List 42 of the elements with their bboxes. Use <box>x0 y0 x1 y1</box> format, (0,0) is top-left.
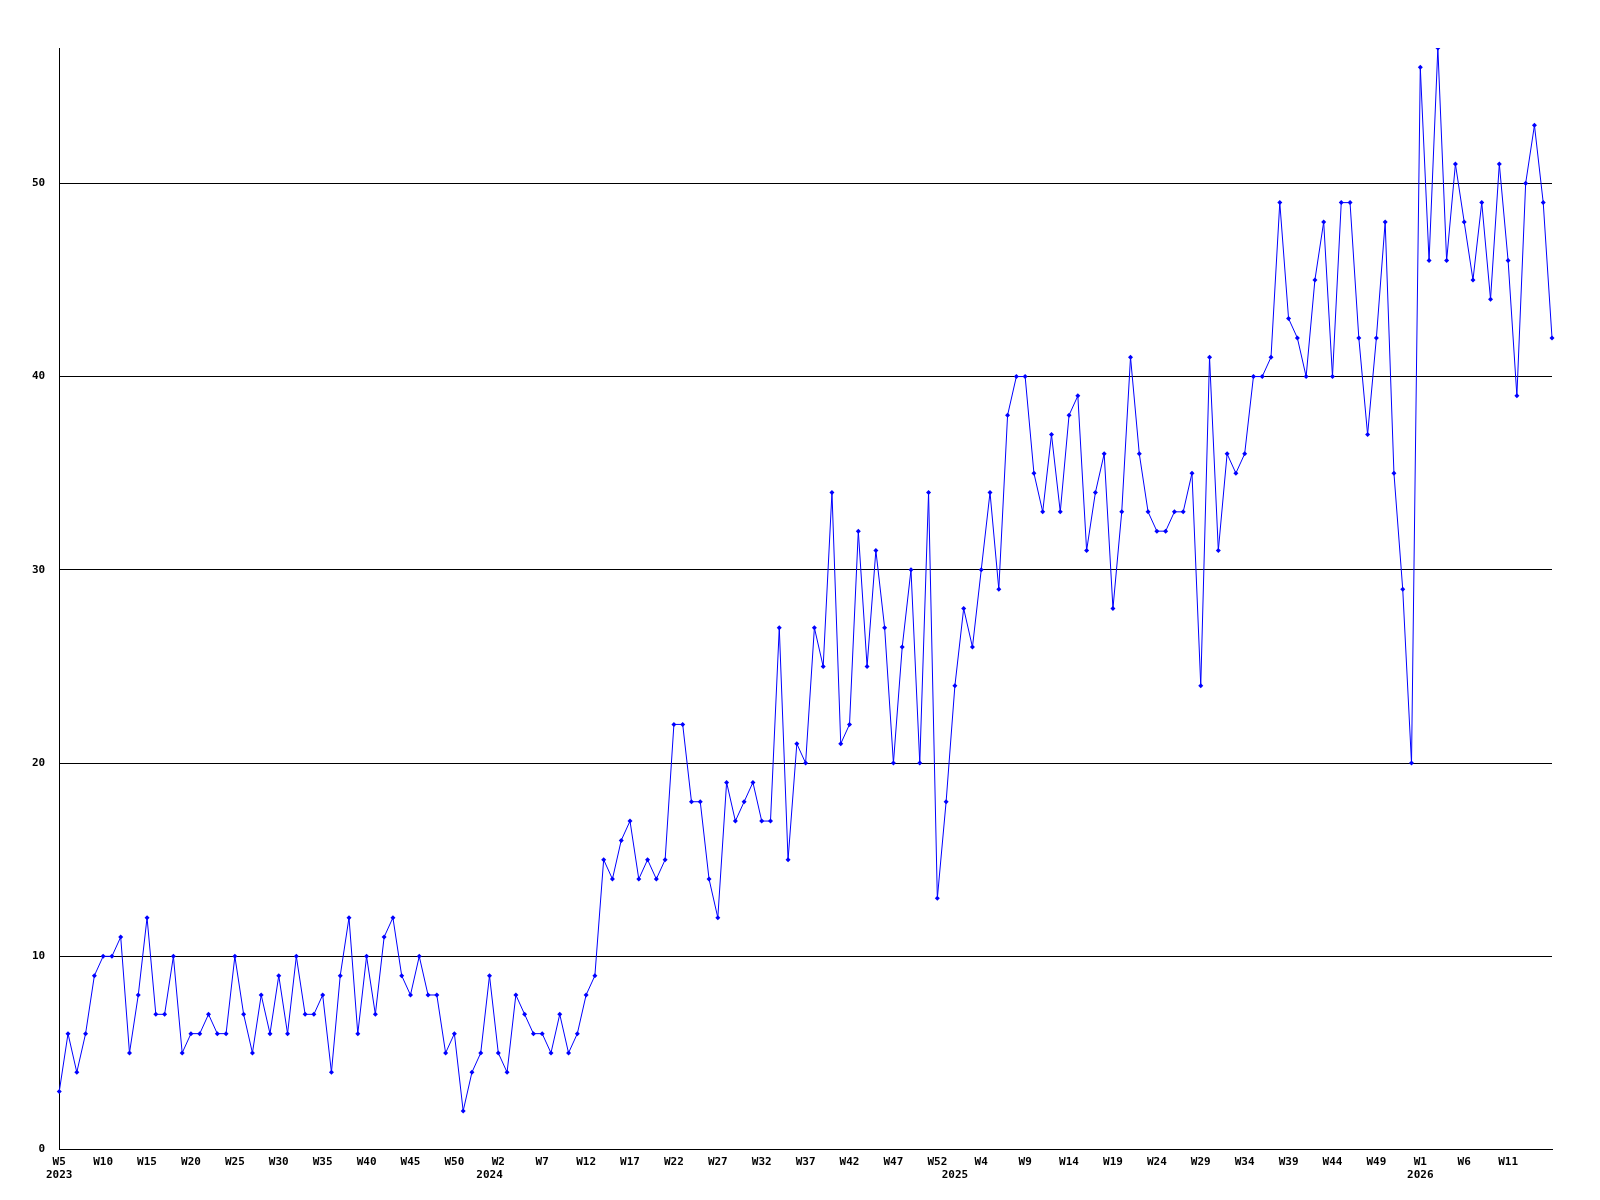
x-tick-label: W6 <box>1457 1155 1472 1169</box>
y-tick-label: 0 <box>38 1142 46 1156</box>
x-tick-label: W12 <box>576 1155 597 1169</box>
y-tick-label: 30 <box>32 562 46 576</box>
x-tick-label: W39 <box>1278 1155 1299 1169</box>
x-tick-label: W5 2023 <box>46 1155 73 1182</box>
y-tick-label: 10 <box>32 949 46 963</box>
x-tick-label: W14 <box>1059 1155 1080 1169</box>
x-tick-label: W35 <box>312 1155 333 1169</box>
x-tick-label: W1 2026 <box>1407 1155 1434 1182</box>
x-tick-label: W27 <box>707 1155 728 1169</box>
x-tick-label: W42 <box>839 1155 860 1169</box>
x-tick-label: W15 <box>137 1155 157 1169</box>
y-tick-label: 20 <box>32 755 46 769</box>
x-tick-label: W22 <box>663 1155 684 1169</box>
x-tick-label: W17 <box>620 1155 640 1169</box>
x-tick-label: W47 <box>883 1155 904 1169</box>
x-tick-label: W29 <box>1190 1155 1211 1169</box>
y-tick-label: 50 <box>32 176 46 190</box>
x-tick-label: W25 <box>224 1155 245 1169</box>
x-tick-label: W2 <box>491 1155 505 1169</box>
x-tick-label: W50 <box>444 1155 465 1169</box>
x-tick-label: W37 <box>795 1155 816 1169</box>
x-tick-label: 2024 <box>476 1168 504 1182</box>
x-tick-label: W4 <box>974 1155 989 1169</box>
x-tick-label: W45 <box>400 1155 421 1169</box>
x-tick-label: W7 <box>535 1155 549 1169</box>
x-tick-label: 2025 <box>941 1168 969 1182</box>
x-tick-label: W11 <box>1498 1155 1519 1169</box>
x-tick-label: W19 <box>1103 1155 1123 1169</box>
x-tick-label: W30 <box>268 1155 289 1169</box>
x-tick-label: W49 <box>1366 1155 1387 1169</box>
x-tick-label: W9 <box>1018 1155 1032 1169</box>
x-tick-label: W44 <box>1322 1155 1343 1169</box>
x-tick-label: W52 <box>927 1155 948 1169</box>
x-tick-label: W10 <box>93 1155 114 1169</box>
x-tick-label: W40 <box>356 1155 377 1169</box>
x-tick-label: W34 <box>1234 1155 1255 1169</box>
x-tick-label: W20 <box>181 1155 201 1169</box>
x-tick-label: W24 <box>1146 1155 1168 1169</box>
x-tick-label: W32 <box>751 1155 772 1169</box>
y-tick-label: 40 <box>32 369 46 383</box>
